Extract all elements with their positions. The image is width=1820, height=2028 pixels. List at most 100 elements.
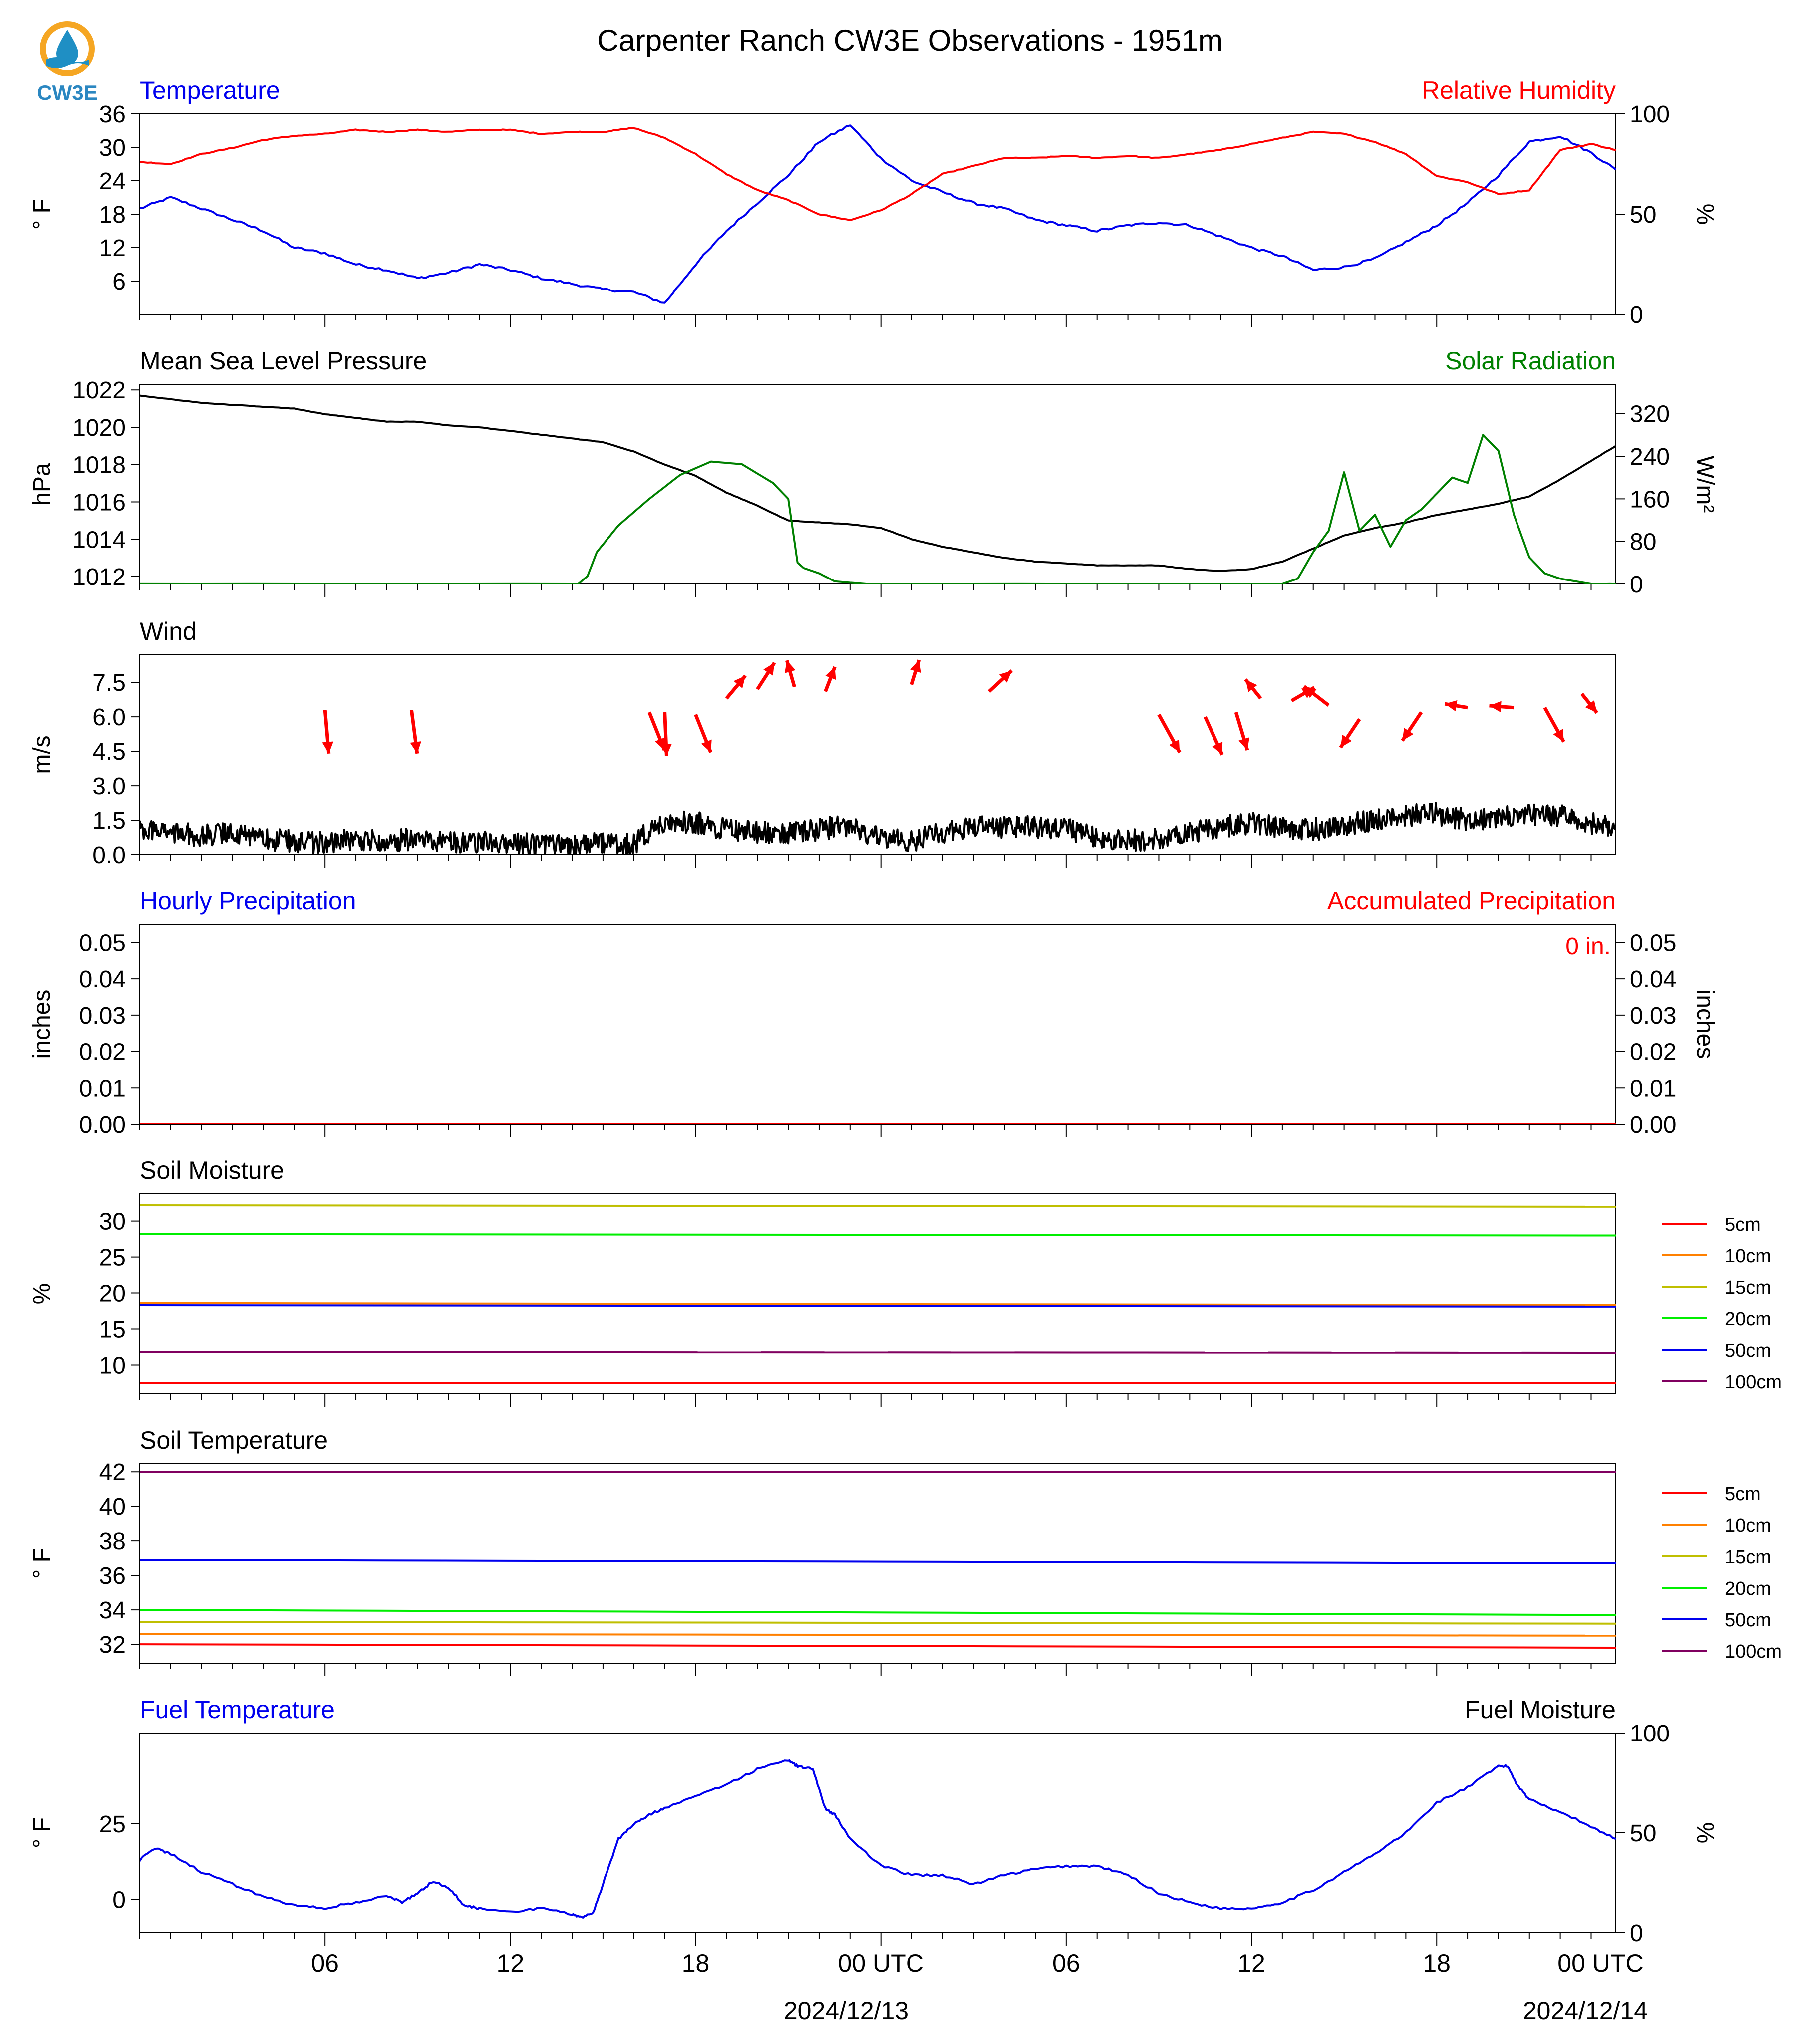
y-right-tick-label: 100 — [1630, 1721, 1670, 1747]
plot-area — [140, 1759, 1616, 1919]
y-left-tick-label: 25 — [99, 1811, 126, 1838]
wind-arrow-head — [1245, 679, 1257, 692]
wind-arrow-head — [1585, 700, 1597, 713]
y-left-label: ° F — [29, 1817, 55, 1848]
legend-label: 10cm — [1725, 1515, 1771, 1536]
legend-label: 5cm — [1725, 1484, 1761, 1505]
plot-area — [140, 659, 1616, 855]
y-right-tick-label: 160 — [1630, 486, 1670, 513]
wind-arrow-head — [1212, 742, 1223, 755]
wind-arrow-head — [1340, 734, 1352, 748]
wind-arrow-head — [1238, 737, 1250, 750]
y-right-tick-label: 0 — [1630, 302, 1643, 328]
wind-arrow-head — [825, 667, 836, 680]
y-left-tick-label: 0.03 — [79, 1003, 126, 1029]
y-left-tick-label: 42 — [99, 1459, 126, 1486]
y-left-label: m/s — [29, 735, 55, 774]
y-left-tick-label: 0.01 — [79, 1075, 126, 1102]
y-left-tick-label: 12 — [99, 235, 126, 262]
accumulated-annotation: 0 in. — [1565, 933, 1611, 960]
wind-arrow-head — [733, 675, 746, 688]
y-right-tick-label: 50 — [1630, 202, 1656, 228]
legend-label: 5cm — [1725, 1214, 1761, 1235]
y-left-tick-label: 1016 — [72, 490, 126, 516]
panel-frame — [139, 1193, 1616, 1394]
y-right-tick-label: 0.03 — [1630, 1003, 1676, 1029]
y-left-tick-label: 0.00 — [79, 1112, 126, 1138]
y-right-label: inches — [1692, 990, 1718, 1059]
y-right-tick-label: 0.02 — [1630, 1039, 1676, 1066]
legend-label: 100cm — [1725, 1372, 1782, 1393]
series-line-temperature — [140, 124, 1616, 304]
drop-icon — [56, 30, 78, 65]
figure-title: Carpenter Ranch CW3E Observations - 1951… — [597, 24, 1223, 57]
panel-title-left: Wind — [140, 617, 197, 645]
y-left-tick-label: 7.5 — [92, 670, 126, 696]
y-right-tick-label: 240 — [1630, 444, 1670, 470]
wind-arrow-head — [1553, 729, 1564, 742]
wind-arrow-head — [910, 660, 921, 673]
y-left-tick-label: 6 — [112, 269, 126, 295]
y-left-tick-label: 6.0 — [92, 704, 126, 731]
legend-label: 15cm — [1725, 1277, 1771, 1298]
series-line-fuel-temperature — [140, 1759, 1616, 1919]
plot-area — [140, 394, 1616, 584]
series-line-50cm — [140, 1304, 1616, 1308]
wind-arrow-head — [410, 741, 421, 754]
y-left-tick-label: 0.05 — [79, 930, 126, 956]
y-left-tick-label: 36 — [99, 101, 126, 128]
plot-area — [140, 1204, 1616, 1384]
series-line-5cm — [140, 1643, 1616, 1649]
y-left-label: hPa — [29, 463, 55, 506]
y-left-tick-label: 34 — [99, 1597, 126, 1624]
panel-title-right: Solar Radiation — [1445, 347, 1616, 375]
series-line-50cm — [140, 1559, 1616, 1564]
date-label-2: 2024/12/14 — [1523, 1997, 1648, 2025]
y-left-tick-label: 30 — [99, 135, 126, 161]
y-left-tick-label: 15 — [99, 1317, 126, 1343]
logo-text: CW3E — [37, 81, 97, 104]
time-tick-label: 00 UTC — [1557, 1949, 1643, 1977]
y-left-tick-label: 0 — [112, 1887, 126, 1913]
y-right-tick-label: 0 — [1630, 1920, 1643, 1947]
wind-arrow-head — [763, 662, 775, 676]
y-left-tick-label: 10 — [99, 1352, 126, 1379]
y-left-tick-label: 0.02 — [79, 1039, 126, 1066]
y-right-label: % — [1692, 1822, 1718, 1844]
legend-label: 50cm — [1725, 1340, 1771, 1361]
legend-label: 10cm — [1725, 1246, 1771, 1267]
y-left-tick-label: 1014 — [72, 527, 126, 553]
y-left-tick-label: 1018 — [72, 452, 126, 479]
y-left-tick-label: 36 — [99, 1563, 126, 1589]
panel-5: Soil Moisture 10 15 20 25 30% 5cm 10cm 15cm 20cm 5… — [29, 1157, 1782, 1407]
y-right-tick-label: 0.05 — [1630, 930, 1676, 956]
panel-title-left: Soil Moisture — [140, 1157, 284, 1184]
panel-title-right: Accumulated Precipitation — [1327, 887, 1616, 915]
y-left-tick-label: 24 — [99, 168, 126, 195]
y-left-tick-label: 20 — [99, 1281, 126, 1307]
series-line-20cm — [140, 1233, 1616, 1237]
panel-title-left: Temperature — [140, 76, 280, 104]
time-tick-label: 18 — [1423, 1949, 1451, 1977]
panel-frame — [139, 113, 1616, 315]
y-right-label: % — [1692, 204, 1718, 225]
series-line-20cm — [140, 1609, 1616, 1616]
panel-frame — [139, 924, 1616, 1125]
y-left-tick-label: 1020 — [72, 415, 126, 441]
y-left-tick-label: 40 — [99, 1494, 126, 1520]
series-line-mean-sea-level-pressure — [140, 394, 1616, 572]
y-left-tick-label: 1012 — [72, 564, 126, 590]
y-right-tick-label: 320 — [1630, 401, 1670, 428]
wind-arrow-head — [1489, 701, 1502, 713]
y-left-tick-label: 25 — [99, 1245, 126, 1271]
cw3e-logo: CW3E — [37, 21, 98, 104]
time-axis-labels: 06 12 18 00 UTC 06 12 18 00 UTC — [311, 1949, 1643, 1977]
y-left-tick-label: 18 — [99, 202, 126, 228]
y-left-tick-label: 1022 — [72, 377, 126, 404]
y-left-tick-label: 0.04 — [79, 966, 126, 993]
series-line-10cm — [140, 1633, 1616, 1637]
series-line-15cm — [140, 1204, 1616, 1208]
panel-title-left: Hourly Precipitation — [140, 887, 356, 915]
wave-icon — [46, 57, 89, 68]
y-left-tick-label: 38 — [99, 1528, 126, 1555]
